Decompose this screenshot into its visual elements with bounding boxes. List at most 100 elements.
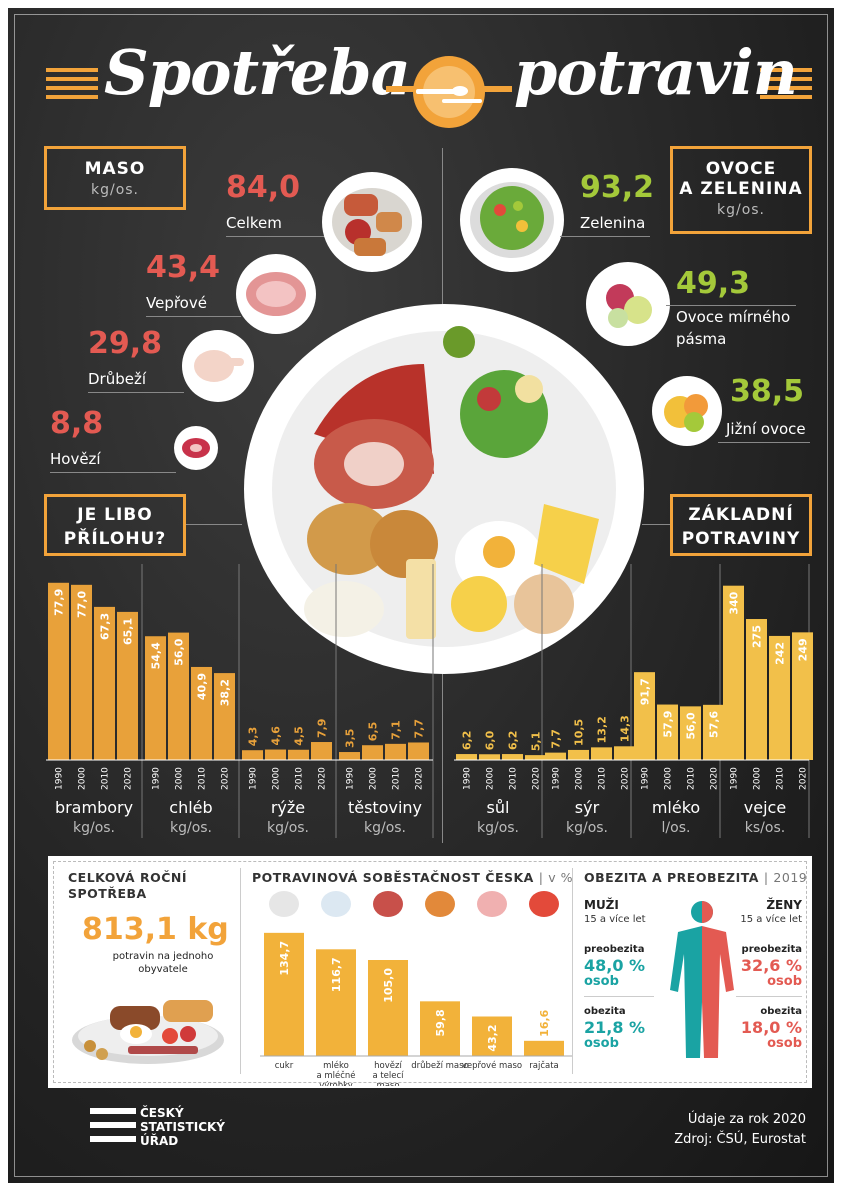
bar-label-rýže-2020: 7,9 — [316, 719, 329, 739]
priloha-line1: JE LIBO — [77, 505, 153, 525]
year-label-vejce-1990: 1990 — [730, 767, 740, 790]
women-sub: 15 a více let — [740, 914, 802, 925]
year-label-mléko-2000: 2000 — [664, 767, 674, 790]
bar-těstoviny-2010 — [385, 743, 406, 760]
jizni-ovoce-value: 38,5 — [730, 374, 805, 409]
year-label-těstoviny-2000: 2000 — [369, 767, 379, 790]
title-stripes-left — [46, 68, 98, 104]
women-pre-value: 32,6 % — [740, 956, 802, 975]
year-label-rýže-2000: 2000 — [272, 767, 282, 790]
sob-bar-label-4: 43,2 — [486, 1025, 499, 1052]
bar-těstoviny-2000 — [362, 745, 383, 760]
sob-cat-label-2: maso — [376, 1081, 399, 1086]
ovoce-title-1: OVOCE — [705, 159, 777, 179]
logo-line-3: ÚŘAD — [140, 1134, 179, 1148]
body-silhouette-icon — [670, 901, 734, 1058]
ovoce-mirne-label2: pásma — [676, 330, 727, 348]
bar-těstoviny-2020 — [408, 742, 429, 760]
year-label-brambory-2020: 2020 — [124, 767, 134, 790]
bar-label-brambory-2020: 65,1 — [122, 618, 135, 645]
unit-sul: kg/os. — [476, 820, 520, 836]
panel-divider-2 — [572, 868, 573, 1074]
sob-cat-label-5: rajčata — [529, 1060, 559, 1071]
women-ob-value: 18,0 % — [740, 1018, 802, 1037]
bar-label-rýže-2010: 4,5 — [293, 726, 306, 746]
bar-mléko-2020 — [703, 704, 724, 760]
zelenina-label: Zelenina — [580, 214, 646, 232]
bar-label-těstoviny-2010: 7,1 — [390, 720, 403, 740]
maso-hovezi-line — [50, 472, 176, 473]
maso-celkem-value: 84,0 — [226, 170, 301, 205]
sob-bar-0 — [264, 932, 304, 1056]
men-pre-label: preobezita — [584, 944, 645, 955]
sobestacnost-title: POTRAVINOVÁ SOBĚSTAČNOST ČESKA | v % — [252, 870, 573, 885]
unit-chleb: kg/os. — [169, 820, 213, 836]
men-pre-unit: osob — [584, 974, 619, 989]
bar-label-sůl-2010: 6,2 — [507, 731, 520, 751]
beef-icon — [174, 426, 218, 470]
bar-mléko-1990 — [634, 672, 655, 760]
priloha-connector — [186, 524, 242, 525]
men-ob-value: 21,8 % — [584, 1018, 646, 1037]
obezita-title-text: OBEZITA A PREOBEZITA — [584, 870, 759, 885]
bar-label-sůl-2000: 6,0 — [484, 730, 497, 750]
bar-label-brambory-2010: 67,3 — [99, 613, 112, 640]
bar-sůl-1990 — [456, 754, 477, 760]
zakladni-connector — [642, 524, 670, 525]
bar-label-mléko-2020: 57,6 — [708, 710, 721, 737]
bar-vejce-1990 — [723, 585, 744, 760]
sob-bar-label-3: 59,8 — [434, 1009, 447, 1036]
year-label-rýže-1990: 1990 — [249, 767, 259, 790]
men-ob-unit: osob — [584, 1036, 619, 1051]
bar-sůl-2000 — [479, 754, 500, 760]
men-head: MUŽI — [584, 898, 619, 912]
bar-label-chléb-2020: 38,2 — [219, 679, 232, 706]
bar-label-vejce-2020: 249 — [797, 638, 810, 661]
bar-chléb-1990 — [145, 636, 166, 760]
obezita-sep: | — [763, 870, 769, 885]
unit-mleko: l/os. — [661, 820, 691, 836]
year-label-chléb-2000: 2000 — [175, 767, 185, 790]
sob-cat-label-1: mléko — [323, 1060, 349, 1071]
salad-icon — [460, 168, 564, 272]
year-label-sůl-1990: 1990 — [463, 767, 473, 790]
bar-těstoviny-1990 — [339, 752, 360, 760]
sob-bar-1 — [316, 949, 356, 1056]
cat-syr: sýr — [574, 798, 600, 817]
food-plate-icon — [244, 304, 644, 674]
year-label-sůl-2000: 2000 — [486, 767, 496, 790]
title-stripes-right — [760, 68, 812, 104]
ovoce-box: OVOCE A ZELENINA kg/os. — [670, 146, 812, 234]
ovoce-title-2: A ZELENINA — [679, 179, 803, 199]
sobestacnost-sep: | — [538, 870, 544, 885]
bar-brambory-2000 — [71, 584, 92, 760]
sob-cat-label-1: a mléčné — [316, 1070, 355, 1081]
center-divider-top — [442, 148, 443, 348]
zakladni-line1: ZÁKLADNÍ — [688, 505, 794, 525]
bar-label-mléko-2000: 57,9 — [662, 711, 675, 738]
bar-label-mléko-2010: 56,0 — [685, 712, 698, 739]
bar-sýr-1990 — [545, 752, 566, 760]
year-label-sůl-2020: 2020 — [532, 767, 542, 790]
bar-brambory-2010 — [94, 606, 115, 760]
bar-rýže-2000 — [265, 749, 286, 760]
year-label-mléko-2020: 2020 — [710, 767, 720, 790]
meat-platter-icon — [322, 172, 422, 272]
women-pre-label: preobezita — [741, 944, 802, 955]
maso-hovezi-value: 8,8 — [50, 406, 104, 441]
bar-sůl-2010 — [502, 754, 523, 760]
men-divider — [584, 996, 654, 997]
bar-label-mléko-1990: 91,7 — [639, 678, 652, 705]
unit-brambory: kg/os. — [72, 820, 116, 836]
zelenina-line — [560, 236, 650, 237]
bar-label-sůl-2020: 5,1 — [530, 732, 543, 752]
zelenina-value: 93,2 — [580, 170, 655, 205]
women-pre-unit: osob — [767, 974, 802, 989]
jizni-ovoce-line — [718, 442, 810, 443]
zakladni-box: ZÁKLADNÍ POTRAVINY — [670, 494, 812, 556]
unit-vejce: ks/os. — [744, 820, 786, 836]
sob-cat-label-1: výrobky — [319, 1081, 353, 1086]
bar-label-brambory-2000: 77,0 — [76, 590, 89, 617]
unit-ryze: kg/os. — [266, 820, 310, 836]
